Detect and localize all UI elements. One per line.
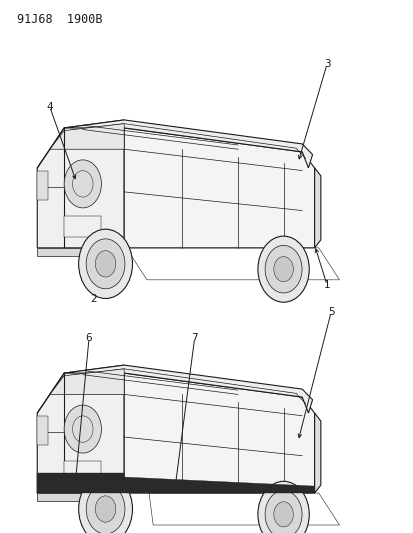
Bar (37, 416, 47, 445)
Text: 5: 5 (327, 307, 334, 317)
Text: 1: 1 (323, 280, 330, 290)
Circle shape (273, 502, 293, 527)
Circle shape (64, 160, 101, 208)
Circle shape (273, 256, 293, 282)
Circle shape (264, 245, 301, 293)
Polygon shape (37, 473, 124, 493)
Polygon shape (37, 365, 124, 493)
Polygon shape (314, 168, 320, 248)
Text: 91J68  1900B: 91J68 1900B (17, 13, 102, 26)
Circle shape (78, 229, 132, 298)
Polygon shape (64, 120, 312, 168)
Polygon shape (124, 373, 314, 493)
Circle shape (86, 239, 125, 289)
Polygon shape (37, 120, 124, 248)
Polygon shape (124, 477, 314, 493)
Polygon shape (50, 124, 124, 149)
Circle shape (64, 405, 101, 453)
Circle shape (264, 490, 301, 533)
Bar (64, 461, 101, 482)
Polygon shape (64, 365, 312, 413)
Circle shape (78, 474, 132, 533)
Circle shape (257, 236, 309, 302)
Bar (37, 171, 47, 200)
Circle shape (257, 481, 309, 533)
Polygon shape (124, 128, 314, 248)
Circle shape (95, 496, 116, 522)
Text: 3: 3 (323, 59, 330, 69)
Bar (64, 216, 101, 237)
Circle shape (86, 484, 125, 533)
Polygon shape (314, 413, 320, 493)
Text: 2: 2 (90, 294, 96, 304)
Polygon shape (50, 369, 124, 394)
Polygon shape (37, 248, 122, 256)
Text: 6: 6 (85, 334, 92, 343)
Polygon shape (37, 493, 122, 501)
Text: 7: 7 (191, 334, 197, 343)
Circle shape (95, 251, 116, 277)
Text: 4: 4 (46, 102, 53, 111)
